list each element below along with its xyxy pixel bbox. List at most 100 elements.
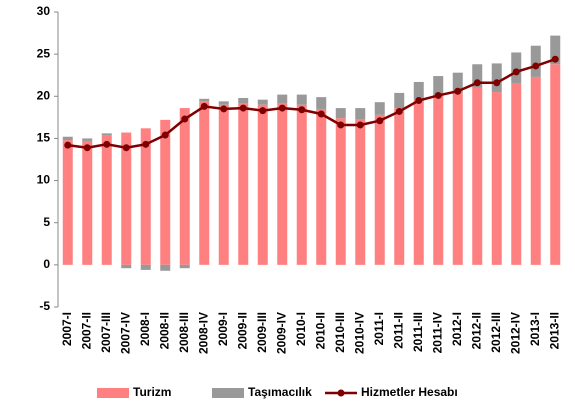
bar <box>335 118 346 265</box>
bar <box>179 108 190 265</box>
line-marker <box>142 140 150 148</box>
line-marker <box>337 121 345 129</box>
bar <box>218 101 229 105</box>
bar <box>82 138 93 141</box>
x-tick-label: 2011-I <box>372 312 386 345</box>
bar <box>550 35 561 65</box>
bar <box>550 64 561 265</box>
x-tick-label: 2011-IV <box>430 312 444 353</box>
bar <box>121 264 132 269</box>
x-tick-label: 2012-I <box>450 312 464 346</box>
bar <box>374 102 385 115</box>
y-tick-label: 15 <box>37 131 51 145</box>
line-marker <box>103 140 111 148</box>
line-marker <box>200 102 208 110</box>
line-marker <box>298 106 306 114</box>
y-tick-label: 30 <box>37 4 51 18</box>
bar <box>355 119 366 265</box>
bar <box>160 119 171 265</box>
line-marker <box>415 97 423 104</box>
bar <box>277 103 288 265</box>
bar <box>316 97 327 109</box>
legend-swatch <box>212 388 244 398</box>
x-tick-label: 2013-II <box>547 312 561 349</box>
line-marker <box>278 104 286 112</box>
bar <box>62 136 73 141</box>
bar <box>257 104 268 265</box>
bar <box>121 132 132 265</box>
line-marker <box>317 110 325 118</box>
bar <box>472 64 483 88</box>
x-tick-label: 2007-I <box>60 312 74 346</box>
x-tick-label: 2011-II <box>391 312 405 349</box>
line-marker <box>239 104 247 112</box>
line-marker <box>220 105 228 113</box>
bar <box>296 104 307 265</box>
line-marker <box>434 91 442 99</box>
bar <box>374 114 385 265</box>
line-marker <box>83 144 91 152</box>
bar <box>199 101 210 265</box>
line-marker <box>493 79 501 87</box>
y-tick-label: -5 <box>39 299 50 313</box>
bar <box>472 87 483 265</box>
bar <box>140 128 151 265</box>
bar <box>452 72 463 93</box>
bar <box>413 99 424 265</box>
x-tick-label: 2009-II <box>235 312 249 349</box>
line-marker <box>356 121 364 129</box>
bar <box>82 140 93 265</box>
y-tick-label: 10 <box>37 173 51 187</box>
line-marker <box>532 62 540 70</box>
bar <box>530 45 541 77</box>
x-tick-label: 2010-II <box>313 312 327 349</box>
y-tick-label: 5 <box>43 215 50 229</box>
bar <box>530 76 541 265</box>
bar <box>199 98 210 102</box>
bar <box>218 104 229 265</box>
x-tick-label: 2009-III <box>255 312 269 353</box>
x-tick-label: 2012-IV <box>508 312 522 354</box>
bar <box>277 94 288 104</box>
x-tick-label: 2008-IV <box>196 312 210 354</box>
x-tick-label: 2008-II <box>157 312 171 349</box>
line-marker <box>376 117 384 125</box>
bar <box>355 108 366 120</box>
bar <box>452 92 463 265</box>
x-tick-label: 2012-II <box>469 312 483 349</box>
bar <box>160 264 171 271</box>
bar <box>335 108 346 119</box>
x-tick-label: 2010-III <box>333 312 347 353</box>
x-tick-label: 2010-IV <box>352 312 366 354</box>
x-tick-label: 2011-III <box>411 312 425 352</box>
bar <box>101 135 112 265</box>
x-tick-label: 2009-IV <box>274 312 288 354</box>
line-marker <box>551 55 559 63</box>
bar <box>179 264 190 269</box>
bar <box>433 76 444 96</box>
line-marker <box>454 87 462 95</box>
x-tick-label: 2007-IV <box>118 312 132 354</box>
y-tick-label: 25 <box>37 46 51 60</box>
line-marker <box>122 144 130 152</box>
line-marker <box>259 107 267 115</box>
bar <box>238 97 249 104</box>
bar <box>296 94 307 105</box>
bar <box>394 108 405 265</box>
x-tick-label: 2012-III <box>489 312 503 353</box>
legend-label: Taşımacılık <box>248 385 312 399</box>
bar <box>101 133 112 136</box>
bar <box>511 52 522 84</box>
bar <box>238 103 249 265</box>
line-marker <box>473 79 481 87</box>
y-tick-label: 20 <box>37 88 51 102</box>
bar <box>511 83 522 265</box>
line-marker <box>64 141 72 149</box>
legend-label: Turizm <box>133 385 171 399</box>
bar <box>491 92 502 265</box>
line-marker <box>161 131 169 139</box>
legend-swatch <box>97 388 129 398</box>
line-marker <box>395 107 403 115</box>
bar <box>413 81 424 100</box>
